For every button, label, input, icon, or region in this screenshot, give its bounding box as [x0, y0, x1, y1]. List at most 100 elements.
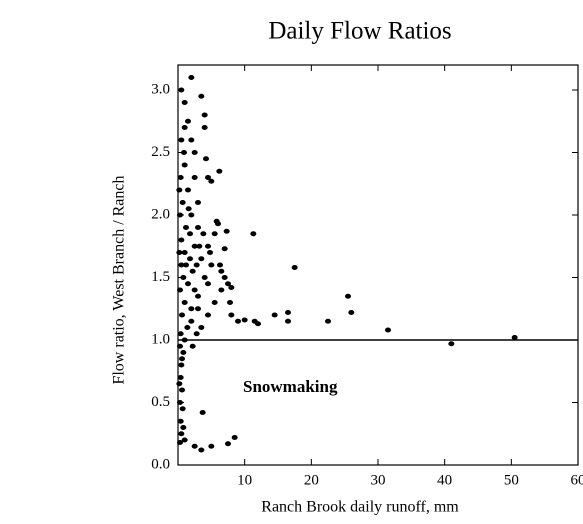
point: [448, 341, 455, 347]
point: [205, 175, 211, 180]
point: [228, 285, 235, 290]
point: [185, 118, 191, 124]
point: [511, 335, 518, 340]
point: [225, 441, 231, 447]
x-tick-label: 20: [304, 472, 319, 488]
point: [211, 300, 218, 305]
point: [177, 400, 183, 405]
y-tick-label: 1.0: [151, 331, 170, 347]
point: [203, 156, 209, 162]
point: [181, 100, 188, 105]
point: [187, 256, 193, 262]
x-tick-label: 60: [571, 472, 583, 488]
point: [205, 281, 211, 287]
point: [180, 350, 187, 355]
point: [218, 287, 225, 293]
point: [218, 268, 225, 274]
point: [216, 168, 223, 174]
point: [177, 287, 183, 293]
point: [195, 306, 201, 312]
point: [195, 293, 201, 299]
point: [193, 262, 200, 268]
point: [200, 231, 207, 237]
point: [178, 362, 185, 368]
point: [205, 312, 211, 318]
point: [208, 262, 215, 268]
point: [217, 262, 223, 268]
point: [228, 312, 235, 318]
point: [201, 125, 208, 130]
point: [188, 306, 195, 312]
point: [181, 162, 188, 168]
point: [225, 281, 231, 287]
point: [198, 93, 205, 99]
y-tick-label: 2.5: [151, 144, 170, 160]
point: [221, 275, 228, 280]
point: [176, 381, 183, 387]
point: [191, 443, 198, 449]
point: [285, 318, 291, 324]
point: [180, 275, 187, 280]
point: [227, 300, 233, 305]
point: [185, 206, 192, 212]
point: [221, 246, 228, 252]
x-tick-label: 30: [371, 472, 386, 488]
point: [177, 343, 183, 349]
y-tick-label: 3.0: [151, 81, 170, 97]
y-tick-label: 0.5: [151, 394, 170, 410]
point: [208, 178, 215, 184]
point: [198, 447, 205, 453]
point: [189, 268, 196, 274]
point: [223, 228, 230, 234]
point: [188, 318, 195, 324]
point: [176, 187, 183, 193]
point: [201, 275, 208, 280]
point: [177, 175, 184, 180]
point: [176, 250, 183, 255]
point: [205, 243, 211, 249]
point: [241, 317, 248, 323]
point: [211, 231, 218, 237]
plot-frame: [177, 64, 579, 466]
point: [177, 331, 184, 337]
point: [177, 418, 184, 424]
point: [345, 293, 351, 299]
point: [179, 356, 185, 362]
point: [191, 287, 198, 293]
point: [201, 112, 208, 118]
x-tick-label: 40: [437, 472, 452, 488]
annotation: Snowmaking: [243, 377, 338, 396]
point: [198, 256, 205, 262]
point: [235, 318, 241, 324]
point: [208, 443, 215, 449]
point: [188, 137, 195, 143]
point: [196, 243, 203, 249]
x-axis-label: Ranch Brook daily runoff, mm: [261, 499, 459, 516]
point: [181, 300, 188, 305]
point: [213, 218, 220, 224]
point: [385, 327, 391, 333]
y-tick-label: 0.0: [151, 456, 170, 472]
point: [178, 431, 185, 437]
point: [187, 231, 193, 237]
point: [181, 437, 188, 443]
point: [183, 262, 189, 268]
point: [291, 265, 298, 270]
point: [178, 237, 185, 243]
point: [189, 343, 196, 349]
point: [179, 312, 185, 318]
y-axis-label: Flow ratio, West Branch / Ranch: [111, 175, 128, 384]
point: [207, 250, 213, 255]
point: [179, 200, 186, 205]
point: [185, 281, 191, 287]
point: [184, 325, 191, 330]
point: [185, 187, 191, 193]
point: [188, 212, 195, 218]
point: [271, 312, 278, 318]
point: [198, 325, 205, 330]
point: [178, 137, 185, 143]
point: [179, 406, 186, 412]
point: [191, 243, 198, 249]
